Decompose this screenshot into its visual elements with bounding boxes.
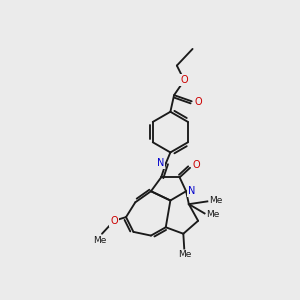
Text: Me: Me: [94, 236, 107, 244]
Text: N: N: [157, 158, 164, 168]
Text: Me: Me: [209, 196, 223, 205]
Text: Me: Me: [206, 210, 220, 219]
Text: O: O: [192, 160, 200, 170]
Text: O: O: [194, 97, 202, 106]
Text: N: N: [188, 186, 195, 196]
Text: O: O: [180, 75, 188, 85]
Text: O: O: [110, 216, 118, 226]
Text: Me: Me: [178, 250, 192, 260]
